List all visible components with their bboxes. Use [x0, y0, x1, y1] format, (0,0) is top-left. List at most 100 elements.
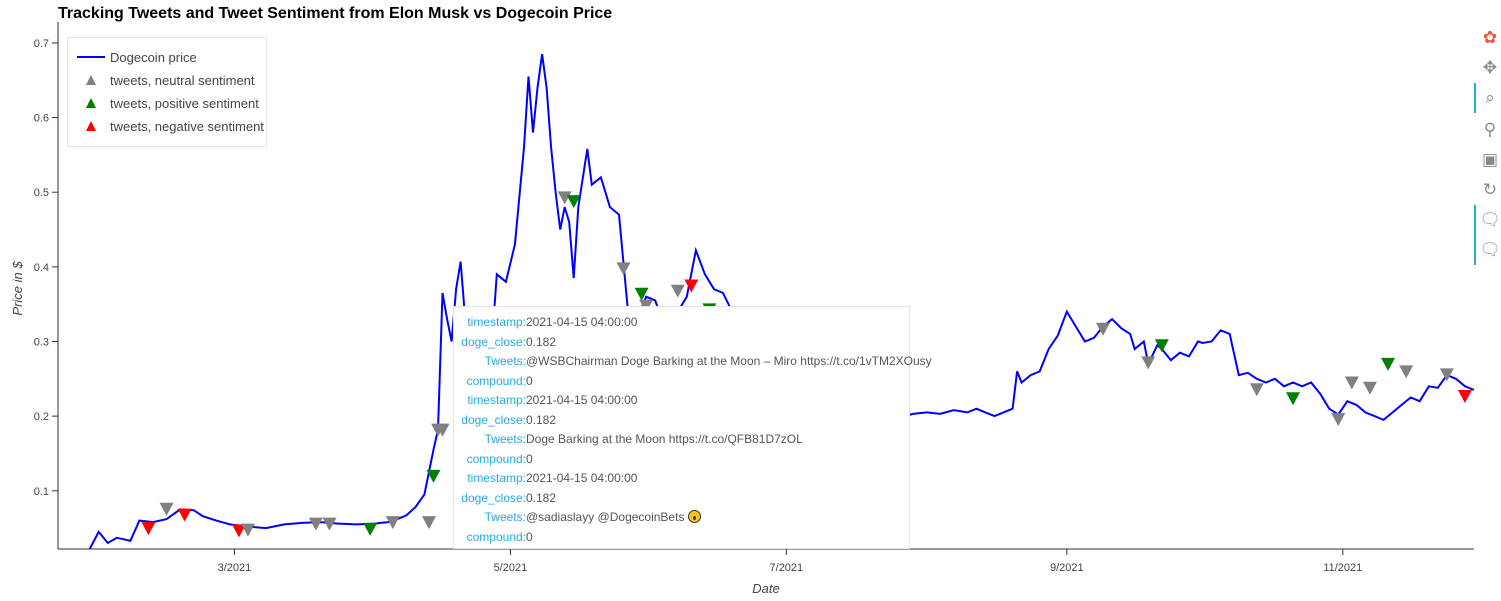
tooltip-key: doge_close:: [461, 334, 526, 349]
tweet-marker-neutral: [322, 517, 337, 531]
tool-active-indicator: [1474, 83, 1476, 113]
tooltip-key: doge_close:: [461, 490, 526, 505]
tweet-marker-neutral: [1096, 322, 1111, 336]
tooltip-value: 2021-04-15 04:00:00: [526, 315, 638, 329]
legend-item[interactable]: Dogecoin price: [76, 47, 197, 67]
wheel-zoom-tool-icon[interactable]: ⚲: [1483, 120, 1497, 139]
box-zoom-tool-icon[interactable]: ⌕: [1485, 88, 1495, 107]
bokeh-logo-icon[interactable]: ✿: [1482, 28, 1498, 47]
toolbar: ✿ ✥ ⌕ ⚲ ▣ ↻ 🗨 🗨: [1474, 22, 1501, 272]
legend-label: tweets, negative sentiment: [110, 118, 264, 134]
tweet-marker-positive: [1381, 357, 1396, 371]
tweet-marker-positive: [566, 195, 581, 209]
legend-triangle-glyph: [76, 120, 106, 132]
tweet-marker-neutral: [557, 191, 572, 205]
tweet-marker-negative: [141, 522, 156, 536]
tweet-marker-neutral: [1249, 383, 1264, 397]
legend-label: tweets, positive sentiment: [110, 95, 259, 111]
legend-triangle-glyph: [76, 97, 106, 109]
tooltip-value: 0: [526, 451, 533, 466]
y-tick-label: 0.1: [34, 486, 49, 498]
reset-tool-icon[interactable]: ↻: [1482, 180, 1498, 199]
hover-tool-2-icon[interactable]: 🗨: [1479, 240, 1501, 259]
pan-tool-icon[interactable]: ✥: [1482, 58, 1498, 77]
legend-label: Dogecoin price: [110, 49, 197, 65]
tweet-marker-positive: [363, 522, 378, 536]
tooltip-value: 2021-04-15 04:00:00: [526, 393, 638, 407]
tweet-marker-positive: [1286, 392, 1301, 406]
tweet-marker-neutral: [1344, 376, 1359, 390]
legend-triangle-glyph: [76, 74, 106, 86]
legend-label: tweets, neutral sentiment: [110, 72, 255, 88]
tool-active-indicator: [1474, 235, 1476, 265]
tooltip-value: 0: [526, 529, 533, 544]
tooltip-key: timestamp:: [467, 315, 526, 329]
x-tick-label: 5/2021: [494, 562, 528, 574]
tweet-marker-neutral: [1141, 356, 1156, 370]
y-axis-title: Price in $: [10, 261, 25, 316]
tweet-marker-neutral: [241, 523, 256, 537]
legend-item[interactable]: tweets, negative sentiment: [76, 116, 264, 136]
tweet-marker-positive: [634, 287, 649, 301]
tweet-marker-neutral: [616, 262, 631, 276]
tooltip-key: compound:: [466, 373, 526, 388]
legend-item[interactable]: tweets, neutral sentiment: [76, 70, 255, 90]
tweet-marker-neutral: [1439, 368, 1454, 382]
hover-tool-icon[interactable]: 🗨: [1479, 210, 1501, 229]
tooltip-value: Doge Barking at the Moon https://t.co/QF…: [526, 432, 803, 446]
tweet-marker-neutral: [159, 502, 174, 516]
tooltip-value: 0.182: [526, 490, 557, 505]
y-tick-label: 0.2: [34, 411, 49, 423]
y-tick-label: 0.4: [34, 262, 49, 274]
tooltip-value: 0.182: [526, 334, 557, 349]
tooltip-key: Tweets:: [484, 354, 526, 368]
tweet-marker-neutral: [435, 423, 450, 437]
y-tick-label: 0.7: [34, 38, 49, 50]
x-tick-label: 9/2021: [1050, 562, 1084, 574]
tweet-marker-neutral: [308, 517, 323, 531]
tooltip-value: 2021-04-15 04:00:00: [526, 471, 638, 485]
tooltip-row-timestamp: timestamp:2021-04-15 04:00:00: [460, 391, 903, 411]
tweet-marker-neutral: [1362, 381, 1377, 395]
tweet-marker-positive: [1154, 339, 1169, 353]
tooltip-row-tweets: Tweets:@sadiaslayy @DogecoinBets: [460, 508, 903, 528]
tweet-marker-negative: [684, 279, 699, 293]
tooltip-row-doge_close: doge_close:0.182: [460, 411, 903, 431]
x-tick-label: 3/2021: [218, 562, 252, 574]
tool-active-indicator: [1474, 205, 1476, 235]
tooltip-key: compound:: [466, 451, 526, 466]
tweet-marker-neutral: [1331, 413, 1346, 427]
tweet-marker-negative: [231, 524, 246, 538]
tooltip-row-doge_close: doge_close:0.182: [460, 489, 903, 509]
tooltip-row-compound: compound:0: [460, 372, 903, 392]
legend-item[interactable]: tweets, positive sentiment: [76, 93, 259, 113]
tweet-marker-neutral: [385, 516, 400, 530]
tooltip-key: doge_close:: [461, 412, 526, 427]
tweet-marker-positive: [426, 469, 441, 483]
tweet-marker-negative: [1457, 389, 1472, 403]
hover-tooltip: timestamp:2021-04-15 04:00:00 doge_close:…: [453, 306, 932, 549]
tweet-marker-neutral: [421, 516, 436, 530]
tooltip-value: 0: [526, 373, 533, 388]
tooltip-key: timestamp:: [467, 393, 526, 407]
tweet-marker-negative: [177, 508, 192, 522]
surprised-face-emoji-icon: [687, 510, 701, 523]
tooltip-key: compound:: [466, 529, 526, 544]
x-axis-title: Date: [752, 581, 779, 596]
tooltip-key: Tweets:: [484, 510, 526, 524]
x-tick-label: 11/2021: [1323, 562, 1362, 574]
tooltip-row-timestamp: timestamp:2021-04-15 04:00:00: [460, 469, 903, 489]
tooltip-row-doge_close: doge_close:0.182: [460, 333, 903, 353]
save-tool-icon[interactable]: ▣: [1481, 150, 1499, 169]
y-tick-label: 0.3: [34, 336, 49, 348]
axes: 0.1 0.2 0.3 0.4 0.5 0.6 0.7 3/2021 5/2021 7/2021 9…: [10, 22, 1474, 596]
chart-title: Tracking Tweets and Tweet Sentiment from…: [58, 5, 613, 22]
tooltip-value: @WSBChairman Doge Barking at the Moon – …: [526, 354, 932, 368]
tooltip-row-compound: compound:0: [460, 528, 903, 548]
tooltip-key: timestamp:: [467, 471, 526, 485]
tooltip-value: 0.182: [526, 412, 557, 427]
tooltip-row-compound: compound:0: [460, 450, 903, 470]
y-tick-label: 0.5: [34, 187, 49, 199]
legend: Dogecoin price tweets, neutral sentiment t…: [67, 37, 267, 147]
tooltip-key: Tweets:: [484, 432, 526, 446]
